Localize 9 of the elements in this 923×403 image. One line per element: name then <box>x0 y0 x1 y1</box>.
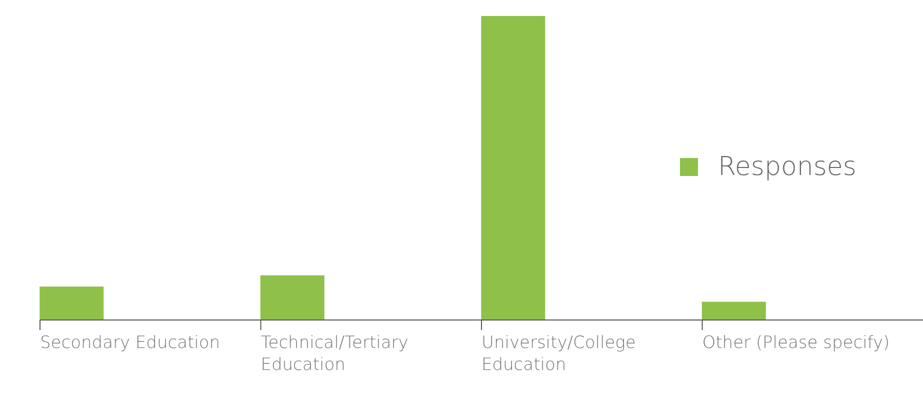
x-tick-label: Technical/Tertiary Education <box>260 333 408 375</box>
legend-label: Responses <box>718 152 856 182</box>
x-tick-label: Other (Please specify) <box>702 333 890 353</box>
bar <box>40 286 104 320</box>
x-tick-label: University/College Education <box>482 333 636 375</box>
x-tick-label: Secondary Education <box>40 333 220 353</box>
bar <box>260 275 324 320</box>
bar <box>481 16 546 320</box>
bar <box>702 302 766 320</box>
